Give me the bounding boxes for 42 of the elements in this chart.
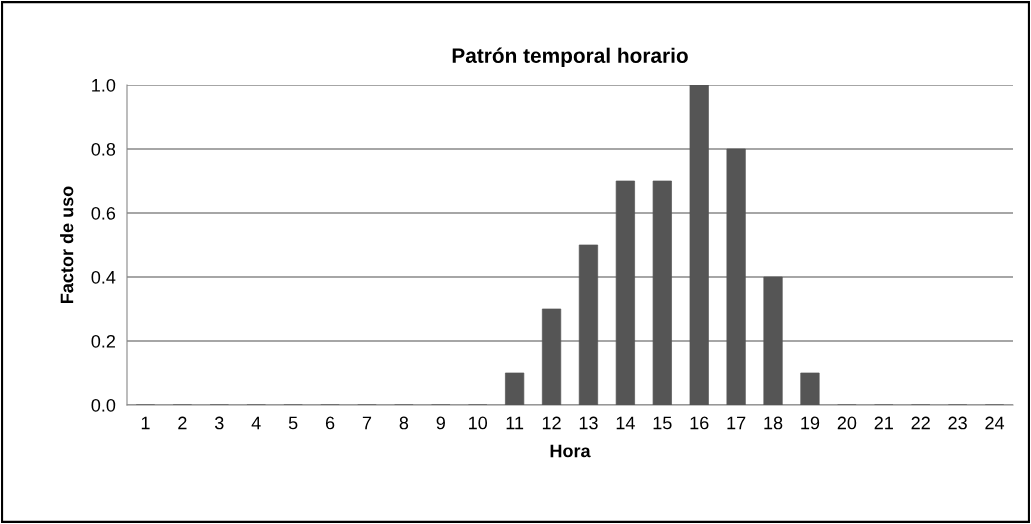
x-tick-label: 17 bbox=[727, 416, 746, 430]
x-tick-label: 1 bbox=[141, 416, 150, 430]
x-tick-label: 19 bbox=[801, 416, 820, 430]
y-tick-label: 0.0 bbox=[91, 398, 116, 412]
y-axis-title: Factor de uso bbox=[60, 186, 74, 303]
x-tick-label: 8 bbox=[399, 416, 409, 430]
y-tick-label: 0.8 bbox=[91, 142, 116, 156]
y-tick-label: 0.4 bbox=[91, 270, 116, 284]
bar bbox=[763, 276, 783, 405]
bar bbox=[541, 308, 562, 405]
y-tick-label: 1.0 bbox=[92, 78, 116, 92]
x-tick-label: 24 bbox=[985, 416, 1005, 430]
x-tick-label: 20 bbox=[837, 416, 857, 430]
x-tick-label: 12 bbox=[542, 416, 561, 430]
bar bbox=[800, 372, 820, 405]
bar bbox=[726, 148, 746, 405]
x-tick-label: 14 bbox=[616, 416, 635, 430]
x-tick-label: 9 bbox=[436, 416, 445, 430]
x-tick-label: 3 bbox=[214, 416, 224, 430]
y-tick-label: 0.2 bbox=[91, 334, 115, 348]
x-tick-label: 15 bbox=[653, 416, 672, 430]
bar bbox=[652, 180, 672, 405]
x-tick-label: 13 bbox=[579, 416, 598, 430]
x-tick-label: 2 bbox=[178, 416, 187, 430]
x-tick-label: 18 bbox=[764, 416, 783, 430]
x-tick-label: 4 bbox=[251, 416, 261, 430]
bar bbox=[505, 372, 525, 405]
x-tick-label: 23 bbox=[948, 416, 967, 430]
y-tick-label: 0.6 bbox=[91, 206, 116, 220]
chart-title: Patrón temporal horario bbox=[452, 47, 688, 68]
x-tick-label: 22 bbox=[911, 416, 930, 430]
bar bbox=[615, 180, 635, 405]
x-tick-label: 16 bbox=[690, 416, 709, 430]
x-axis-title: Hora bbox=[550, 444, 591, 458]
x-tick-label: 7 bbox=[362, 416, 372, 430]
x-tick-label: 5 bbox=[288, 416, 298, 430]
x-tick-label: 10 bbox=[469, 416, 488, 430]
x-tick-label: 6 bbox=[325, 416, 335, 430]
x-tick-label: 21 bbox=[874, 416, 893, 430]
x-tick-label: 11 bbox=[506, 416, 524, 430]
bar bbox=[689, 85, 709, 405]
bar bbox=[578, 244, 599, 405]
